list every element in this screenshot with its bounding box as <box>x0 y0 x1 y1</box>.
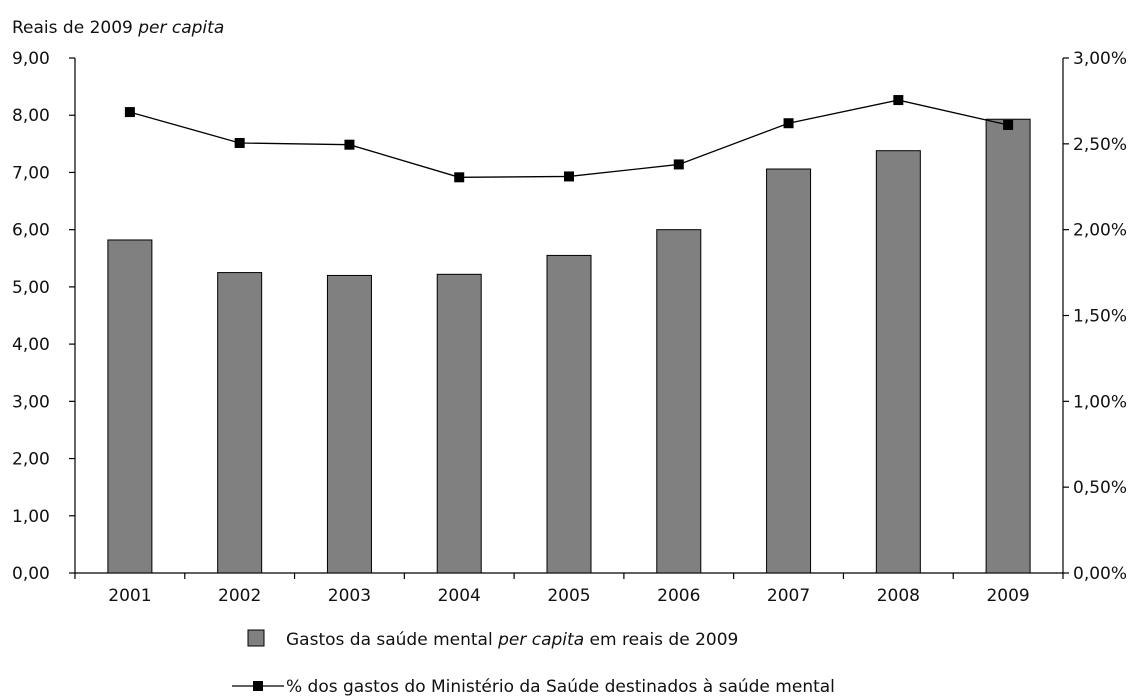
x-tick-label: 2006 <box>657 586 700 606</box>
legend-line-marker <box>253 681 263 691</box>
line-point <box>893 95 904 106</box>
left-tick-label: 8,00 <box>12 106 50 126</box>
x-tick-label: 2009 <box>986 586 1029 606</box>
line-point <box>124 107 135 118</box>
left-tick-label: 2,00 <box>12 450 50 470</box>
legend: Gastos da saúde mental per capita em rea… <box>232 629 835 697</box>
line-point <box>344 139 355 150</box>
x-tick-label: 2002 <box>218 586 261 606</box>
line-point <box>234 137 245 148</box>
bar <box>656 229 702 574</box>
y-axis-label-italic: per capita <box>137 18 224 38</box>
x-tick-label: 2001 <box>108 586 151 606</box>
x-tick-label: 2007 <box>767 586 810 606</box>
right-tick-label: 2,50% <box>1073 135 1127 155</box>
legend-bar-label: Gastos da saúde mental per capita em rea… <box>286 630 738 650</box>
bar-series <box>107 118 1031 574</box>
y-axis-label: Reais de 2009 per capita <box>12 18 224 38</box>
left-tick-label: 5,00 <box>12 278 50 298</box>
bar <box>107 239 153 574</box>
line-point <box>783 118 794 129</box>
right-tick-label: 0,50% <box>1073 478 1127 498</box>
left-tick-label: 6,00 <box>12 221 50 241</box>
bar <box>875 150 921 574</box>
legend-bar-swatch <box>247 629 265 647</box>
legend-bar-label-italic: per capita <box>497 630 584 650</box>
left-tick-label: 0,00 <box>12 564 50 584</box>
left-tick-label: 3,00 <box>12 392 50 412</box>
left-tick-label: 7,00 <box>12 163 50 183</box>
bar <box>217 272 263 574</box>
line-series <box>124 95 1014 183</box>
right-tick-label: 1,50% <box>1073 307 1127 327</box>
right-axis: 0,00% 0,50% 1,00% 1,50% 2,00% 2,50% 3,00% <box>1062 49 1127 584</box>
x-tick-label: 2003 <box>328 586 371 606</box>
left-axis: 0,00 1,00 2,00 3,00 4,00 5,00 6,00 7,00 8,00 9,00 <box>12 49 76 584</box>
right-tick-label: 1,00% <box>1073 392 1127 412</box>
legend-bar-label-pre: Gastos da saúde mental <box>286 630 493 650</box>
line-point <box>673 159 684 170</box>
bar <box>436 273 482 574</box>
left-tick-label: 9,00 <box>12 49 50 69</box>
right-tick-label: 0,00% <box>1073 564 1127 584</box>
left-tick-label: 1,00 <box>12 507 50 527</box>
right-tick-label: 3,00% <box>1073 49 1127 69</box>
legend-bar-label-post: em reais de 2009 <box>590 630 739 650</box>
line-point <box>564 171 574 182</box>
bar <box>985 118 1031 574</box>
right-tick-label: 2,00% <box>1073 221 1127 241</box>
bar <box>546 254 592 574</box>
bar <box>326 274 372 574</box>
line-point <box>1003 119 1014 130</box>
legend-line-label: % dos gastos do Ministério da Saúde dest… <box>286 677 835 697</box>
y-axis-label-prefix: Reais de 2009 <box>12 18 133 38</box>
x-tick-label: 2008 <box>877 586 920 606</box>
bar <box>766 168 812 574</box>
x-tick-label: 2004 <box>438 586 481 606</box>
x-tick-label: 2005 <box>547 586 590 606</box>
x-axis: 2001 2002 2003 2004 2005 2006 2007 2008 2009 <box>74 572 1064 606</box>
line-point <box>454 172 465 183</box>
left-tick-label: 4,00 <box>12 335 50 355</box>
